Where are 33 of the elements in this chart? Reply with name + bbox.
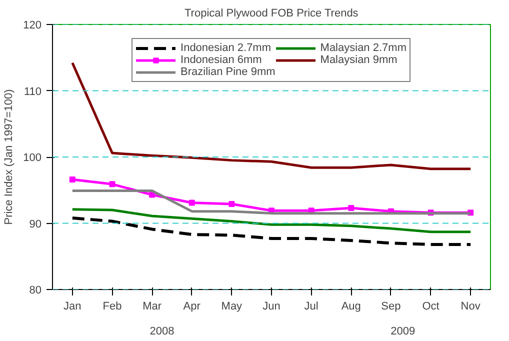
x-tick-label: Jul xyxy=(304,300,318,312)
y-tick-label: 100 xyxy=(23,152,42,164)
line-series xyxy=(71,208,472,234)
x-tick-label: Nov xyxy=(460,300,481,312)
y-tick-label: 120 xyxy=(23,20,42,32)
point xyxy=(149,192,156,198)
legend-label: Indonesian 2.7mm xyxy=(180,42,272,54)
x-tick-label: Jun xyxy=(262,300,280,312)
legend-label: Indonesian 6mm xyxy=(180,54,262,66)
legend-label: Brazilian Pine 9mm xyxy=(180,66,276,78)
point xyxy=(188,200,195,206)
text: 2009 xyxy=(390,326,416,338)
x-tick-label: May xyxy=(221,300,243,312)
x-tick-label: Aug xyxy=(341,300,361,312)
x-tick-label: Apr xyxy=(183,300,201,312)
legend-label: Malaysian 9mm xyxy=(320,54,398,66)
point xyxy=(228,201,235,208)
x-tick-label: Oct xyxy=(422,300,440,312)
point xyxy=(69,176,76,183)
legend-label: Malaysian 2.7mm xyxy=(320,42,406,54)
text: 2008 xyxy=(150,326,174,338)
y-axis-title: Price Index (Jan 1997=100) xyxy=(3,89,16,225)
chart-title: Tropical Plywood FOB Price Trends xyxy=(184,8,359,20)
x-tick-label: Jan xyxy=(64,300,82,312)
point xyxy=(348,205,354,212)
point xyxy=(109,181,116,188)
x-tick-label: Feb xyxy=(102,300,122,312)
y-tick-label: 90 xyxy=(29,218,42,230)
y-tick-label: 80 xyxy=(29,284,42,296)
line-series xyxy=(70,216,472,246)
x-tick-label: Mar xyxy=(142,300,162,312)
y-tick-label: 110 xyxy=(24,86,42,98)
x-tick-label: Sep xyxy=(381,300,401,312)
